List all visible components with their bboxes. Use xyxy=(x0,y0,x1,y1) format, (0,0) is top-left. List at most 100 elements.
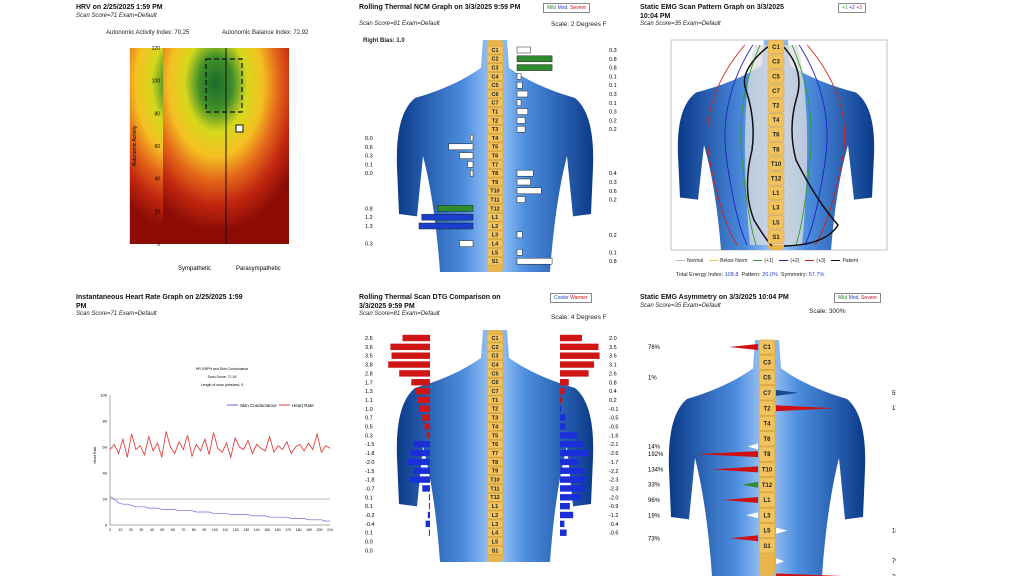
energy-value: 108.8 xyxy=(724,272,739,278)
vertebra-label: T10 xyxy=(490,478,499,484)
emg-plus3-curve-left xyxy=(706,44,746,246)
dtg-left-bar xyxy=(413,467,430,474)
vertebra-L4 xyxy=(486,239,504,248)
asym-left-value: 19% xyxy=(648,513,661,519)
vertebra-label: T7 xyxy=(492,162,498,168)
ncm-right-value: 0.1 xyxy=(609,83,617,89)
vertebra-C1 xyxy=(486,333,504,343)
emg-legend-plus3: +3 xyxy=(856,5,862,11)
dtg-left-bar xyxy=(390,343,430,351)
dtg-right-value: 0.2 xyxy=(609,398,617,404)
hrv-ylabel: Autonomic Activity xyxy=(132,125,138,166)
hrv-xlabel-right: Parasympathetic xyxy=(236,266,281,272)
dtg-left-value: 0.0 xyxy=(365,548,373,554)
hrv-title: HRV on 2/25/2025 1:59 PM xyxy=(76,4,163,11)
dtg-subtitle: Scan Score=81 Exam=Default xyxy=(359,311,440,317)
dtg-left-bar xyxy=(411,379,430,386)
vertebra-C6 xyxy=(486,378,504,387)
vertebra-T2 xyxy=(486,116,504,125)
vertebra-label: C1 xyxy=(491,336,498,342)
vertebra-C2 xyxy=(486,342,504,351)
dtg-right-bar xyxy=(560,414,566,421)
emg-pattern-title: Static EMG Scan Pattern Graph on 3/3/202… xyxy=(640,4,784,20)
ihr-xtick: 20 xyxy=(129,528,133,532)
vertebra-label: L5 xyxy=(492,539,498,545)
dtg-left-value: 1.7 xyxy=(365,380,373,386)
vertebra-L3 xyxy=(767,200,785,215)
ncm-legend-severe: Severe xyxy=(570,5,586,11)
dtg-right-value: -2.6 xyxy=(609,451,618,457)
emg-asym-scale: Scale: 300% xyxy=(809,308,846,315)
vertebra-T3 xyxy=(486,413,504,422)
ihr-xtick: 120 xyxy=(233,528,239,532)
dtg-left-value: -1.5 xyxy=(365,469,374,475)
vertebra-S1 xyxy=(486,257,504,266)
asym-right-wedge xyxy=(776,405,835,412)
dtg-right-bar xyxy=(560,441,584,448)
ihr-xtick: 210 xyxy=(327,528,333,532)
dtg-right-value: -1.7 xyxy=(609,460,618,466)
dtg-left-bar xyxy=(428,494,430,501)
vertebra-label: C4 xyxy=(491,74,499,80)
vertebra-T8 xyxy=(758,446,776,462)
asym-right-value: 7% xyxy=(892,559,896,565)
vertebra-T1 xyxy=(486,395,504,405)
ncm-bias: Right Bias: 1.0 xyxy=(363,38,405,44)
vertebra-label: C3 xyxy=(491,66,498,72)
emg-patient-curve-right xyxy=(781,44,839,247)
vertebra-label: T9 xyxy=(492,469,498,475)
vertebra-label: C3 xyxy=(491,354,498,360)
asym-left-wedge xyxy=(723,497,758,503)
asym-left-value: 73% xyxy=(648,536,661,542)
vertebra-T10 xyxy=(758,462,776,477)
asym-right-wedge xyxy=(776,573,843,576)
asym-left-wedge xyxy=(729,344,758,350)
ihr-xtick: 60 xyxy=(171,528,175,532)
asym-right-wedge xyxy=(776,558,785,565)
vertebra-C4 xyxy=(486,72,504,81)
ncm-left-bar xyxy=(418,222,474,230)
ncm-right-value: 0.2 xyxy=(609,127,617,133)
emg-asym-legend-mod: Mod. xyxy=(848,295,860,301)
hrv-subtitle: Scan Score=71 Exam=Default xyxy=(76,13,157,19)
vertebra-L1 xyxy=(767,185,785,200)
vertebra-label: C7 xyxy=(772,89,780,95)
ncm-right-value: 0.8 xyxy=(609,259,617,265)
dtg-panel: Rolling Thermal Scan DTG Comparison on 3… xyxy=(355,290,625,576)
emg-pattern-stats: Total Energy Index: 108.8 Pattern: 20.0%… xyxy=(676,272,824,278)
ncm-right-bar xyxy=(516,99,522,107)
vertebra-T4 xyxy=(486,422,504,431)
emg-legend-plus2: +2 xyxy=(849,5,855,11)
ihr-xtick: 200 xyxy=(317,528,323,532)
dtg-left-value: 3.6 xyxy=(365,345,373,351)
vertebra-label: L5 xyxy=(492,250,498,256)
hrv-patient-marker xyxy=(235,124,244,133)
ncm-right-bar xyxy=(516,55,553,63)
vertebra-label: T8 xyxy=(772,147,780,153)
vertebra-L2 xyxy=(486,221,504,231)
dtg-right-value: -0.5 xyxy=(609,425,618,431)
vertebra-label: C1 xyxy=(763,345,771,351)
asym-left-wedge xyxy=(747,443,758,450)
asym-left-value: 1% xyxy=(648,376,657,382)
dtg-left-value: 3.5 xyxy=(365,354,373,360)
emg-pattern-legend-item: Below Norm xyxy=(709,258,747,264)
hrv-ytick: 100 xyxy=(152,79,161,85)
vertebra-C5 xyxy=(767,69,785,84)
ihr-chart: HR GRPH and Skin Conductance Scan Score:… xyxy=(93,367,333,532)
ncm-right-bar xyxy=(516,73,522,80)
dtg-left-value: 0.1 xyxy=(365,531,373,537)
emg-patient-curve-left xyxy=(743,44,773,247)
dtg-left-bar xyxy=(419,405,430,412)
vertebra-label: L1 xyxy=(492,215,498,221)
dtg-right-bar xyxy=(560,396,563,404)
ncm-right-bar xyxy=(516,249,523,256)
dtg-left-bar xyxy=(422,414,430,421)
dtg-left-value: 3.8 xyxy=(365,363,373,369)
dtg-left-value: -1.8 xyxy=(365,451,374,457)
dtg-right-bar xyxy=(560,405,562,412)
dtg-left-bar xyxy=(388,361,430,368)
ihr-ytick: 20 xyxy=(103,497,108,502)
ihr-xtick: 150 xyxy=(264,528,270,532)
vertebra-T1 xyxy=(486,107,504,116)
